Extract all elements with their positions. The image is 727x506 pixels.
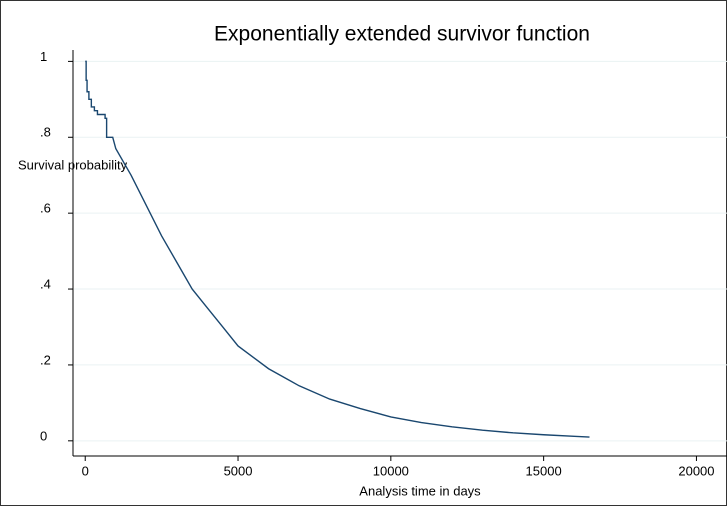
y-tick-label: .6 <box>40 201 51 216</box>
x-tick-label: 20000 <box>678 463 714 478</box>
x-tick-label: 0 <box>82 463 89 478</box>
x-tick-label: 5000 <box>224 463 253 478</box>
chart-title: Exponentially extended survivor function <box>214 23 590 46</box>
y-tick-label: 1 <box>40 49 47 64</box>
y-tick-label: .2 <box>40 352 51 367</box>
x-tick-label: 15000 <box>526 463 562 478</box>
y-tick-label: 0 <box>40 428 47 443</box>
x-tick-label: 10000 <box>373 463 409 478</box>
survival-line <box>85 60 590 438</box>
y-tick-label: .4 <box>40 276 51 291</box>
y-tick-label: .8 <box>40 125 51 140</box>
x-axis-label: Analysis time in days <box>359 483 481 498</box>
